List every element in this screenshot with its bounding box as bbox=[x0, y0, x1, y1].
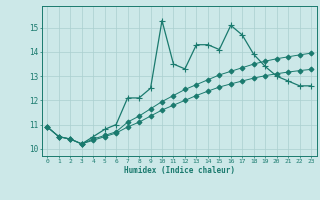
X-axis label: Humidex (Indice chaleur): Humidex (Indice chaleur) bbox=[124, 166, 235, 175]
